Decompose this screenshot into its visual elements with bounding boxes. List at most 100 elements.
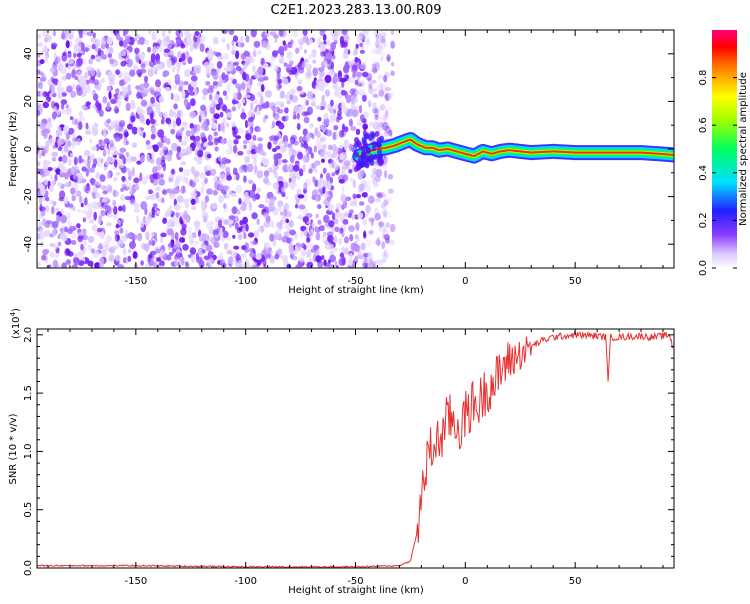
noise-speck [39,228,43,235]
noise-speck [288,243,294,251]
noise-speck [129,198,136,205]
noise-speck [190,198,196,205]
noise-speck [335,203,342,210]
noise-speck [362,219,368,226]
noise-speck [87,244,92,251]
noise-speck [349,252,353,260]
noise-speck [350,126,357,131]
noise-speck [317,116,322,122]
noise-speck [298,204,306,210]
noise-speck [387,190,394,195]
noise-speck [85,84,91,94]
noise-speck [305,250,312,258]
noise-speck [290,66,298,75]
noise-speck [371,176,376,185]
noise-speck [127,248,132,254]
noise-speck [90,54,96,60]
noise-speck [183,168,191,176]
noise-speck [76,223,81,229]
noise-speck [235,65,242,72]
noise-speck [218,155,222,162]
noise-speck [373,109,380,118]
noise-speck [140,99,147,107]
noise-speck [354,56,359,63]
noise-speck [180,43,186,49]
noise-speck [378,132,384,137]
noise-speck [322,167,327,174]
noise-speck [61,92,67,97]
trace-speck [364,162,370,169]
noise-speck [64,226,68,233]
noise-speck [280,146,287,153]
noise-speck [54,173,58,182]
noise-speck [368,217,375,222]
noise-speck [245,264,252,268]
noise-speck [92,186,97,193]
noise-speck [155,45,161,53]
noise-speck [159,149,165,157]
noise-speck [61,103,65,110]
noise-speck [63,196,69,205]
noise-speck [217,195,224,204]
noise-speck [37,261,41,267]
noise-speck [362,252,370,258]
noise-speck [284,107,289,114]
noise-speck [55,207,60,213]
noise-speck [345,165,350,170]
noise-speck [127,84,131,92]
noise-speck [120,50,127,57]
y-tick-label: 1.5 [23,385,34,401]
noise-speck [201,249,206,254]
noise-speck [379,117,386,125]
noise-speck [172,247,176,254]
noise-speck [146,106,153,114]
x-tick-label: 0 [462,576,468,587]
noise-speck [263,263,267,268]
noise-speck [73,156,78,166]
noise-speck [295,204,298,209]
noise-speck [352,108,359,117]
noise-speck [271,105,277,112]
noise-speck [82,217,87,223]
noise-speck [301,111,309,117]
noise-speck [228,218,234,225]
noise-speck [351,65,358,74]
noise-speck [98,243,103,249]
noise-speck [313,145,317,153]
noise-speck [181,211,186,221]
noise-speck [263,63,269,68]
noise-speck [51,156,57,162]
noise-speck [44,55,48,63]
noise-speck [340,89,347,96]
noise-speck [39,211,43,217]
noise-speck [84,149,91,157]
noise-speck [85,79,90,85]
noise-speck [211,202,218,209]
noise-speck [87,104,91,110]
snr-frame [36,328,675,569]
noise-speck [270,220,274,228]
noise-speck [213,229,220,235]
noise-speck [236,209,240,215]
noise-speck [353,105,359,111]
noise-speck [323,214,330,223]
noise-speck [117,100,122,107]
noise-speck [312,59,317,64]
noise-speck [171,142,178,151]
noise-speck [119,154,126,160]
noise-speck [317,179,324,189]
noise-speck [295,47,300,54]
noise-speck [387,174,394,180]
noise-speck [272,182,280,190]
noise-speck [113,150,119,155]
noise-speck [237,86,241,93]
noise-speck [302,30,308,36]
noise-speck [323,60,328,67]
noise-speck [269,255,275,264]
noise-speck [76,87,83,96]
noise-speck [52,201,57,207]
noise-speck [344,144,348,151]
noise-speck [379,104,386,111]
noise-speck [190,75,198,82]
noise-speck [121,175,126,182]
